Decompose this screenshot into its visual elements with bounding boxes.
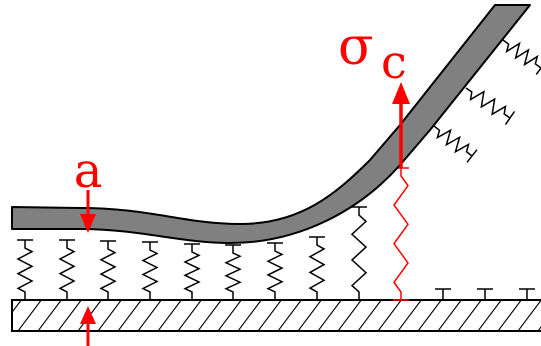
detached-spring [433,125,478,163]
bonded-springs [16,206,368,301]
critical-spring-coil [393,167,409,301]
broken-spring-stub [519,288,535,300]
broken-spring-stubs [435,288,535,300]
bonded-spring [58,239,76,301]
critical-stress-arrow [392,82,410,168]
broken-spring-stub [435,288,451,300]
opening-arrows [80,190,96,346]
label-a: a [74,143,103,199]
critical-spring [393,167,409,301]
bonded-spring [99,240,117,301]
thin-film [11,4,531,244]
bonded-spring [350,206,368,301]
bonded-spring [183,243,201,301]
bonded-spring [141,241,159,301]
detached-spring [465,87,516,126]
substrate [11,299,541,332]
detached-springs [433,39,541,163]
bonded-spring [16,239,34,301]
bonded-spring [266,242,284,301]
arrow-down-head [80,214,96,233]
label-sigma-subscript: c [381,35,407,89]
label-sigma: σ [338,17,374,77]
bonded-spring [308,236,326,301]
arrow-up-head [80,306,96,324]
detached-spring [502,39,541,75]
broken-spring-stub [477,288,493,300]
bonded-spring [224,244,242,301]
